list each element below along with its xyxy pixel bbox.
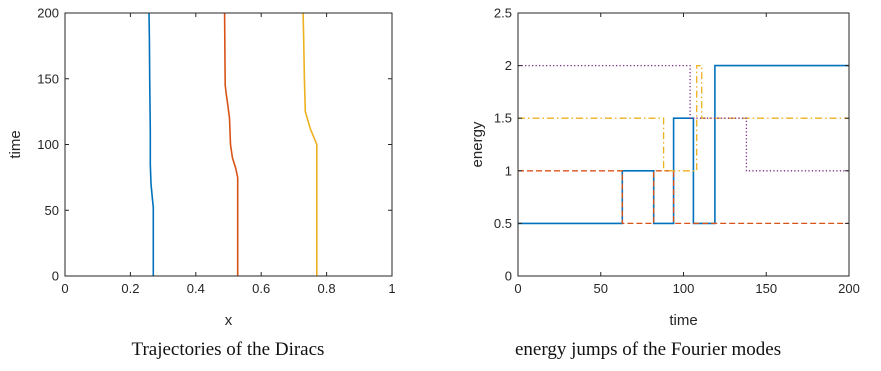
x-tick-label: 50 bbox=[594, 281, 608, 296]
series-line-2 bbox=[223, 13, 239, 276]
axes-box bbox=[64, 12, 393, 277]
y-tick-label: 0.5 bbox=[494, 216, 512, 231]
x-tick-label: 0.8 bbox=[318, 281, 336, 296]
series-line-1 bbox=[148, 13, 155, 276]
y-axis-label: energy bbox=[469, 121, 486, 167]
y-axis-label: time bbox=[7, 130, 24, 158]
axes-box bbox=[517, 12, 850, 277]
x-axis-label: time bbox=[669, 312, 697, 329]
x-tick-label: 150 bbox=[755, 281, 777, 296]
y-tick-label: 200 bbox=[37, 6, 59, 21]
y-tick-label: 50 bbox=[45, 203, 59, 218]
series-line-2 bbox=[518, 170, 849, 225]
x-tick-label: 0.6 bbox=[252, 281, 270, 296]
series-line-4 bbox=[518, 64, 849, 172]
x-tick-label: 0.2 bbox=[121, 281, 139, 296]
y-tick-label: 0 bbox=[505, 269, 512, 284]
y-tick-label: 1.5 bbox=[494, 111, 512, 126]
y-tick-label: 0 bbox=[52, 269, 59, 284]
y-tick-label: 150 bbox=[37, 71, 59, 86]
y-tick-label: 100 bbox=[37, 137, 59, 152]
x-tick-label: 100 bbox=[673, 281, 695, 296]
series-line-1 bbox=[518, 64, 849, 225]
trajectories-chart: 0 0.2 0.4 0.6 0.8 1 0 50 100 150 200 x time bbox=[7, 6, 396, 330]
y-tick-label: 2.5 bbox=[494, 6, 512, 21]
y-tick-label: 2 bbox=[505, 58, 512, 73]
x-tick-label: 0 bbox=[61, 281, 68, 296]
energy-jumps-chart: 0 50 100 150 200 0 0.5 1 1.5 2 2.5 time energy bbox=[469, 6, 860, 330]
x-axis-label: x bbox=[225, 312, 233, 329]
caption-trajectories: Trajectories of the Diracs bbox=[131, 339, 325, 360]
caption-energy-jumps: energy jumps of the Fourier modes bbox=[515, 339, 782, 360]
x-tick-label: 200 bbox=[838, 281, 860, 296]
x-tick-label: 1 bbox=[388, 281, 395, 296]
y-tick-label: 1 bbox=[505, 163, 512, 178]
series-line-3 bbox=[302, 13, 318, 276]
x-tick-label: 0 bbox=[514, 281, 521, 296]
x-tick-label: 0.4 bbox=[187, 281, 205, 296]
